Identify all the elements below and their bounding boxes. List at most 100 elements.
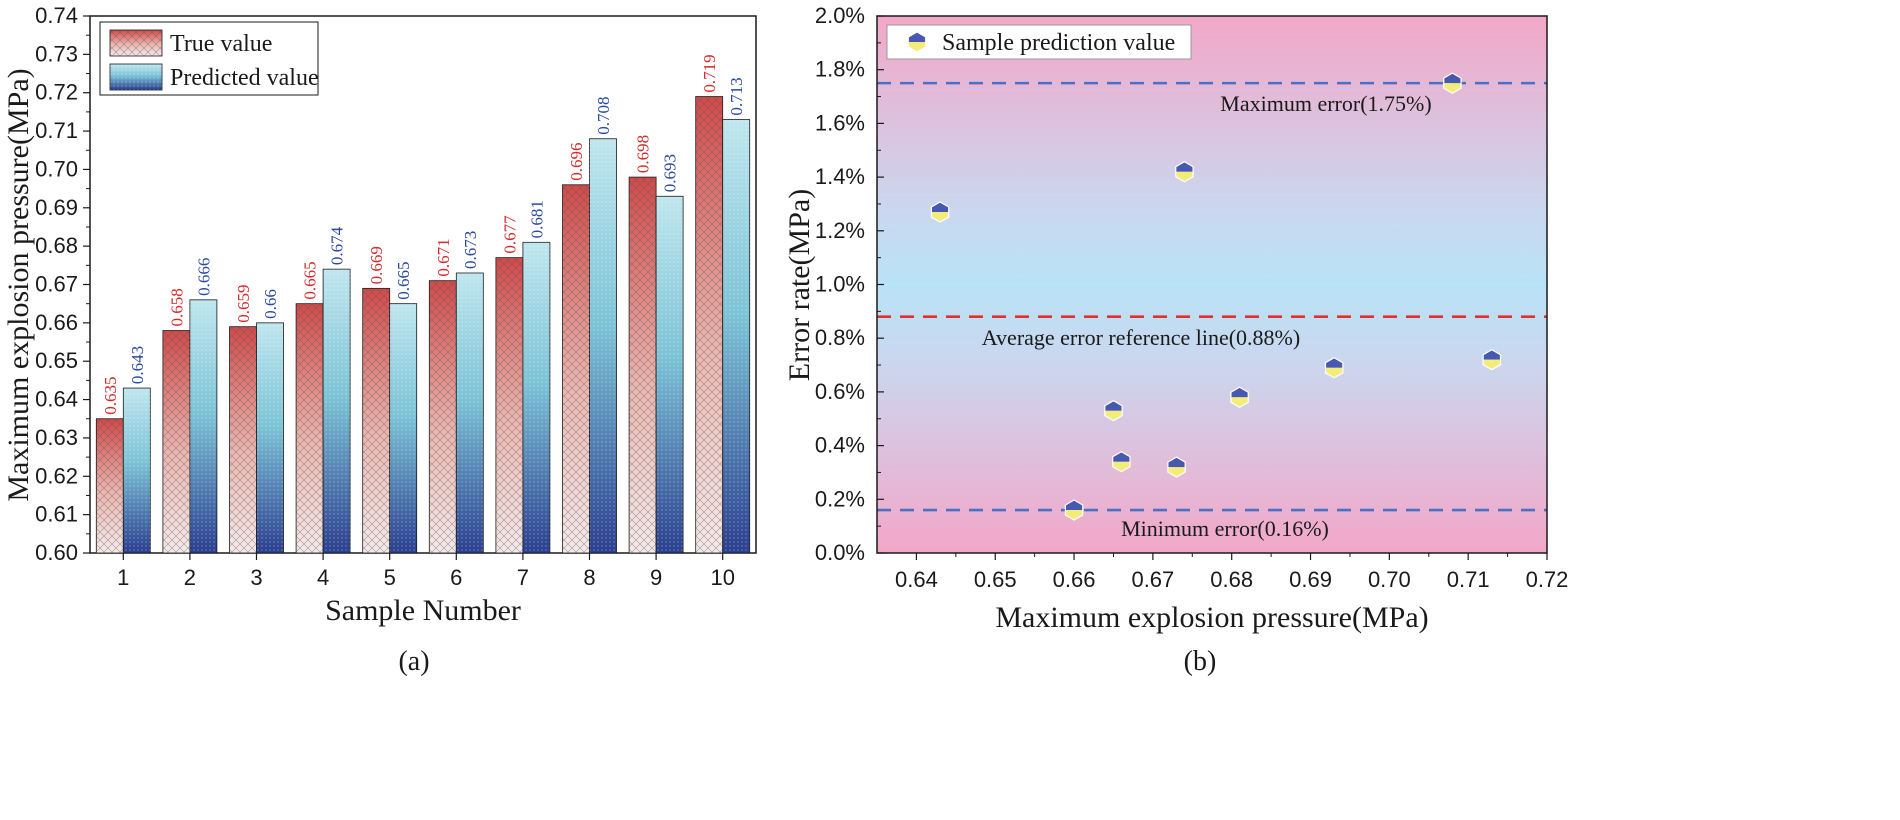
scatter-point-7: [1230, 386, 1249, 408]
y-tick-label-b-0: 0.0%: [815, 540, 865, 565]
scatter-point-5-outline: [1167, 456, 1186, 478]
scatter-point-5: [1167, 456, 1186, 478]
scatter-point-8-outline: [1324, 357, 1344, 379]
y-tick-label-a-0.73: 0.73: [35, 41, 78, 66]
x-tick-label-b-8: 0.72: [1526, 567, 1569, 592]
x-tick-label-a-5: 5: [384, 565, 396, 590]
y-tick-label-a-0.68: 0.68: [35, 233, 78, 258]
bar-label-pred-8: 0.708: [594, 96, 613, 134]
x-tick-label-a-4: 4: [317, 565, 329, 590]
x-tick-label-b-6: 0.70: [1368, 567, 1411, 592]
bar-label-pred-3: 0.66: [261, 289, 280, 319]
bar-label-pred-6: 0.673: [461, 231, 480, 269]
bar-label-pred-5: 0.665: [394, 261, 413, 299]
y-axis-title-a: Maximum explosion pressure(MPa): [2, 68, 35, 501]
bar-true-texture-4: [296, 303, 324, 553]
y-tick-label-a-0.74: 0.74: [35, 3, 78, 28]
scatter-point-3-outline: [1104, 400, 1123, 422]
x-tick-label-b-5: 0.69: [1289, 567, 1332, 592]
panel-label-b: (b): [1184, 646, 1217, 677]
y-tick-label-b-10: 2.0%: [815, 3, 865, 28]
legend-label-sample: Sample prediction value: [942, 30, 1175, 56]
y-tick-label-a-0.66: 0.66: [35, 310, 78, 335]
plot-background-b: [877, 16, 1547, 553]
bar-label-true-1: 0.635: [101, 377, 120, 415]
x-tick-label-b-4: 0.68: [1210, 567, 1253, 592]
legend-label-true: True value: [170, 31, 272, 57]
y-tick-label-a-0.65: 0.65: [35, 348, 78, 373]
x-tick-label-b-0: 0.64: [895, 567, 938, 592]
legend-label-pred: Predicted value: [170, 65, 319, 91]
scatter-point-7-bottom: [1230, 397, 1249, 408]
scatter-point-5-bottom: [1167, 467, 1186, 478]
scatter-point-4-bottom: [1112, 461, 1131, 472]
y-tick-label-a-0.61: 0.61: [35, 502, 78, 527]
ref-label-average: Average error reference line(0.88%): [982, 325, 1300, 350]
x-tick-label-a-8: 8: [583, 565, 595, 590]
x-tick-label-a-1: 1: [117, 565, 129, 590]
legend-a: True value Predicted value: [99, 21, 319, 96]
bar-pred-texture-4: [323, 269, 351, 553]
y-tick-label-a-0.72: 0.72: [35, 80, 78, 105]
y-axis-title-b: Error rate(MPa): [783, 189, 816, 381]
bar-true-texture-3: [229, 326, 257, 553]
bar-labels-a: 0.635 0.643 0.658 0.666 0.659 0.66 0.665 0.674 0…: [101, 54, 746, 414]
bar-true-texture-1: [96, 418, 124, 553]
legend-hexagon-outline: [907, 31, 927, 53]
y-tick-label-b-5: 1.0%: [815, 272, 865, 297]
bar-label-true-10: 0.719: [700, 54, 719, 92]
y-tick-label-a-0.69: 0.69: [35, 195, 78, 220]
y-tick-label-a-0.63: 0.63: [35, 425, 78, 450]
x-tick-label-b-3: 0.67: [1131, 567, 1174, 592]
x-tick-label-a-2: 2: [184, 565, 196, 590]
y-tick-label-a-0.70: 0.70: [35, 156, 78, 181]
x-tick-label-a-9: 9: [650, 565, 662, 590]
panel-b: 0.0% 0.2% 0.4% 0.6% 0.8% 1.0% 1.2% 1.4% 1.6% 1.8%…: [783, 3, 1568, 677]
bar-label-true-3: 0.659: [234, 284, 253, 322]
y-tick-label-b-1: 0.2%: [815, 486, 865, 511]
scatter-points-b: [930, 72, 1502, 521]
x-tick-label-a-6: 6: [450, 565, 462, 590]
x-tick-label-a-10: 10: [710, 565, 734, 590]
x-axis-b: 0.64 0.65 0.66 0.67 0.68 0.69 0.70 0.71 0.72: [895, 553, 1568, 592]
ref-label-min: Minimum error(0.16%): [1121, 516, 1329, 541]
y-axis-b: 0.0% 0.2% 0.4% 0.6% 0.8% 1.0% 1.2% 1.4% 1.6% 1.8%…: [815, 3, 884, 565]
bar-label-true-8: 0.696: [567, 143, 586, 181]
bar-true-texture-9: [629, 177, 657, 553]
bar-pred-texture-8: [589, 138, 617, 553]
y-tick-label-a-0.67: 0.67: [35, 272, 78, 297]
x-axis-title-a: Sample Number: [325, 594, 521, 627]
scatter-point-8: [1324, 357, 1344, 379]
scatter-point-4-top: [1112, 451, 1131, 462]
scatter-point-4: [1112, 451, 1131, 473]
y-tick-label-b-9: 1.8%: [815, 57, 865, 82]
scatter-point-6-outline: [1175, 161, 1194, 183]
reference-lines-b: [877, 81, 1547, 512]
bar-label-true-6: 0.671: [434, 238, 453, 276]
bar-pred-texture-2: [189, 299, 217, 553]
scatter-point-3: [1104, 400, 1123, 422]
bar-pred-texture-9: [656, 196, 684, 553]
x-tick-label-a-3: 3: [250, 565, 262, 590]
bar-label-pred-1: 0.643: [128, 346, 147, 384]
y-tick-label-b-7: 1.4%: [815, 164, 865, 189]
bar-pred-texture-7: [522, 242, 550, 554]
legend-swatch-true-hatch: [110, 30, 162, 56]
bar-pred-texture-10: [722, 119, 750, 554]
y-tick-label-b-3: 0.6%: [815, 379, 865, 404]
bar-pred-texture-6: [456, 272, 484, 553]
bar-pred-texture-3: [256, 322, 284, 553]
bar-label-pred-2: 0.666: [194, 258, 213, 296]
bar-label-pred-4: 0.674: [328, 226, 347, 265]
scatter-point-6: [1175, 161, 1194, 183]
y-tick-label-a-0.64: 0.64: [35, 387, 78, 412]
scatter-point-3-top: [1104, 400, 1123, 411]
bar-true-texture-5: [362, 288, 390, 553]
bar-label-true-5: 0.669: [367, 246, 386, 284]
scatter-point-3-bottom: [1104, 410, 1123, 421]
scatter-point-2: [1064, 499, 1084, 521]
y-tick-label-b-8: 1.6%: [815, 110, 865, 135]
bar-label-pred-7: 0.681: [527, 200, 546, 238]
scatter-point-9-bottom: [1443, 83, 1462, 94]
